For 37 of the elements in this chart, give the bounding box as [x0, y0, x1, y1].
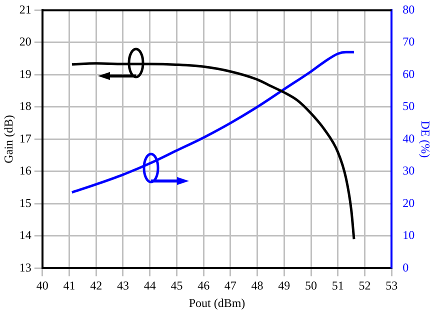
- y2-tick-label: 60: [402, 66, 415, 81]
- x-tick-label: 52: [358, 278, 371, 293]
- x-tick-label: 40: [36, 278, 48, 293]
- y-axis-title: Gain (dB): [1, 115, 16, 164]
- x-tick-label: 48: [251, 278, 264, 293]
- y-tick-label: 21: [19, 2, 32, 16]
- x-axis-title: Pout (dBm): [188, 296, 246, 310]
- x-tick-label: 53: [386, 278, 398, 293]
- y2-tick-label: 10: [402, 228, 415, 242]
- y-tick-label: 18: [19, 99, 32, 114]
- y2-tick-label: 30: [402, 164, 415, 178]
- x-tick-label: 44: [144, 278, 156, 293]
- line-series: [70, 50, 356, 194]
- y-tick-label: 17: [19, 131, 32, 146]
- x-tick-label: 45: [170, 278, 183, 293]
- y2-tick-label: 20: [402, 196, 415, 210]
- y-tick-label: 15: [19, 196, 32, 210]
- x-tick-label: 46: [198, 278, 210, 293]
- y2-axis-title: DE (%): [418, 120, 433, 158]
- y2-tick-label: 70: [402, 34, 415, 49]
- y2-tick-label: 50: [402, 99, 415, 114]
- y-tick-label: 20: [19, 34, 32, 49]
- x-tick-label: 41: [63, 278, 76, 293]
- x-tick-label: 49: [278, 278, 290, 293]
- y2-tick-label: 40: [402, 131, 415, 146]
- y2-tick-label: 0: [402, 260, 409, 274]
- x-tick-label: 43: [116, 278, 129, 293]
- y-tick-label: 13: [19, 260, 32, 274]
- x-tick-label: 51: [332, 278, 344, 293]
- y-tick-label: 14: [19, 228, 32, 242]
- y-tick-label: 19: [19, 66, 32, 81]
- y-tick-label: 16: [19, 164, 32, 178]
- line-series: [70, 62, 356, 240]
- x-tick-label: 50: [305, 278, 318, 293]
- y2-tick-label: 80: [402, 2, 415, 16]
- x-tick-label: 47: [224, 278, 236, 293]
- x-tick-label: 42: [90, 278, 102, 293]
